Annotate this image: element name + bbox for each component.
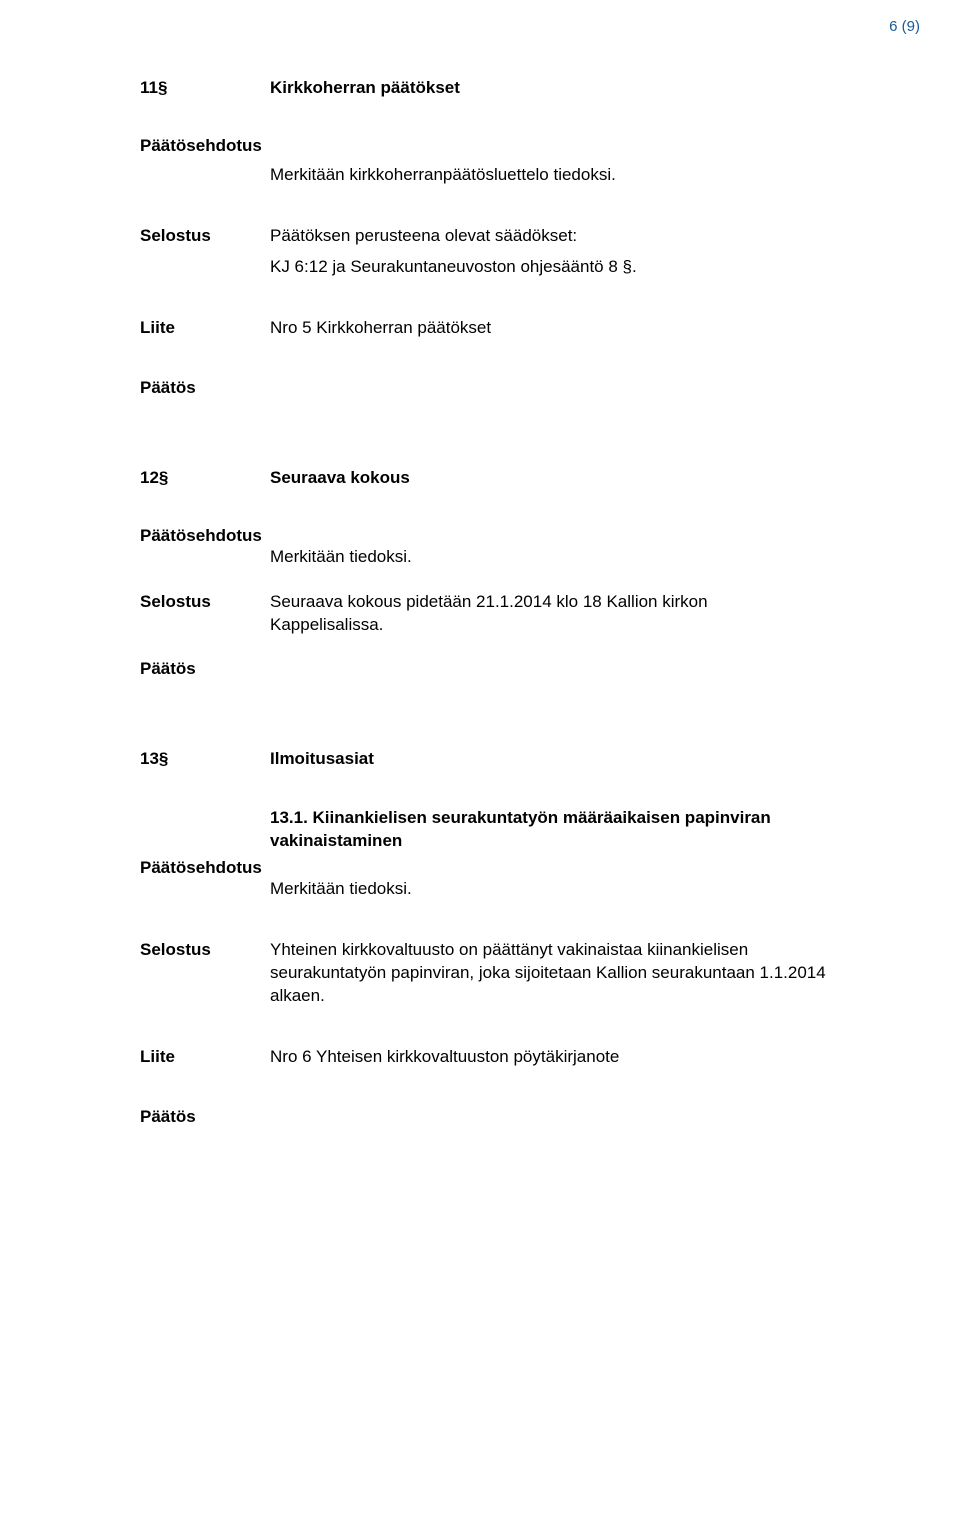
sec12-paatosehdotus-label: Päätösehdotus [140,526,860,546]
section-13-num: 13§ [140,749,270,769]
sec13-liite-text: Nro 6 Yhteisen kirkkovaltuuston pöytäkir… [270,1046,619,1069]
sec11-selostus-label: Selostus [140,226,270,246]
sec11-selostus-body: Päätöksen perusteena olevat säädökset: K… [270,225,637,279]
sec12-selostus-text: Seuraava kokous pidetään 21.1.2014 klo 1… [270,591,790,637]
section-12: 12§ Seuraava kokous Päätösehdotus Merkit… [140,468,860,679]
sec11-paatos-label: Päätös [140,378,860,398]
section-11-title: Kirkkoherran päätökset [270,78,460,98]
sec11-selostus-row: Selostus Päätöksen perusteena olevat sää… [140,225,860,279]
section-13: 13§ Ilmoitusasiat 13.1. Kiinankielisen s… [140,749,860,1128]
section-11-num: 11§ [140,78,270,98]
document-page: 6 (9) 11§ Kirkkoherran päätökset Päätöse… [0,0,960,1533]
sec13-selostus-label: Selostus [140,940,270,960]
section-13-title: Ilmoitusasiat [270,749,374,769]
sec11-liite-label: Liite [140,318,270,338]
sec11-liite-text: Nro 5 Kirkkoherran päätökset [270,317,491,340]
sec13-paatos-label: Päätös [140,1107,860,1127]
sec11-paatosehdotus-text: Merkitään kirkkoherranpäätösluettelo tie… [270,164,860,187]
sec13-liite-label: Liite [140,1047,270,1067]
section-11: 11§ Kirkkoherran päätökset Päätösehdotus… [140,78,860,398]
sec13-paatosehdotus-text: Merkitään tiedoksi. [270,878,860,901]
section-12-num: 12§ [140,468,270,488]
section-12-header: 12§ Seuraava kokous [140,468,860,488]
sec12-paatos-label: Päätös [140,659,860,679]
sec12-paatosehdotus-text: Merkitään tiedoksi. [270,546,860,569]
sec12-selostus-row: Selostus Seuraava kokous pidetään 21.1.2… [140,591,860,637]
section-11-header: 11§ Kirkkoherran päätökset [140,78,860,98]
sec13-selostus-row: Selostus Yhteinen kirkkovaltuusto on pää… [140,939,860,1008]
page-number: 6 (9) [889,18,920,35]
section-13-header: 13§ Ilmoitusasiat [140,749,860,769]
section-12-title: Seuraava kokous [270,468,410,488]
sec13-subtitle: 13.1. Kiinankielisen seurakuntatyön määr… [270,807,830,853]
sec12-selostus-label: Selostus [140,592,270,612]
sec13-selostus-text: Yhteinen kirkkovaltuusto on päättänyt va… [270,939,830,1008]
sec11-liite-row: Liite Nro 5 Kirkkoherran päätökset [140,317,860,340]
sec11-paatosehdotus-label: Päätösehdotus [140,136,860,156]
sec11-selostus-line1: Päätöksen perusteena olevat säädökset: [270,225,637,248]
sec11-selostus-line2: KJ 6:12 ja Seurakuntaneuvoston ohjesäänt… [270,256,637,279]
sec13-paatosehdotus-label: Päätösehdotus [140,858,860,878]
sec13-liite-row: Liite Nro 6 Yhteisen kirkkovaltuuston pö… [140,1046,860,1069]
